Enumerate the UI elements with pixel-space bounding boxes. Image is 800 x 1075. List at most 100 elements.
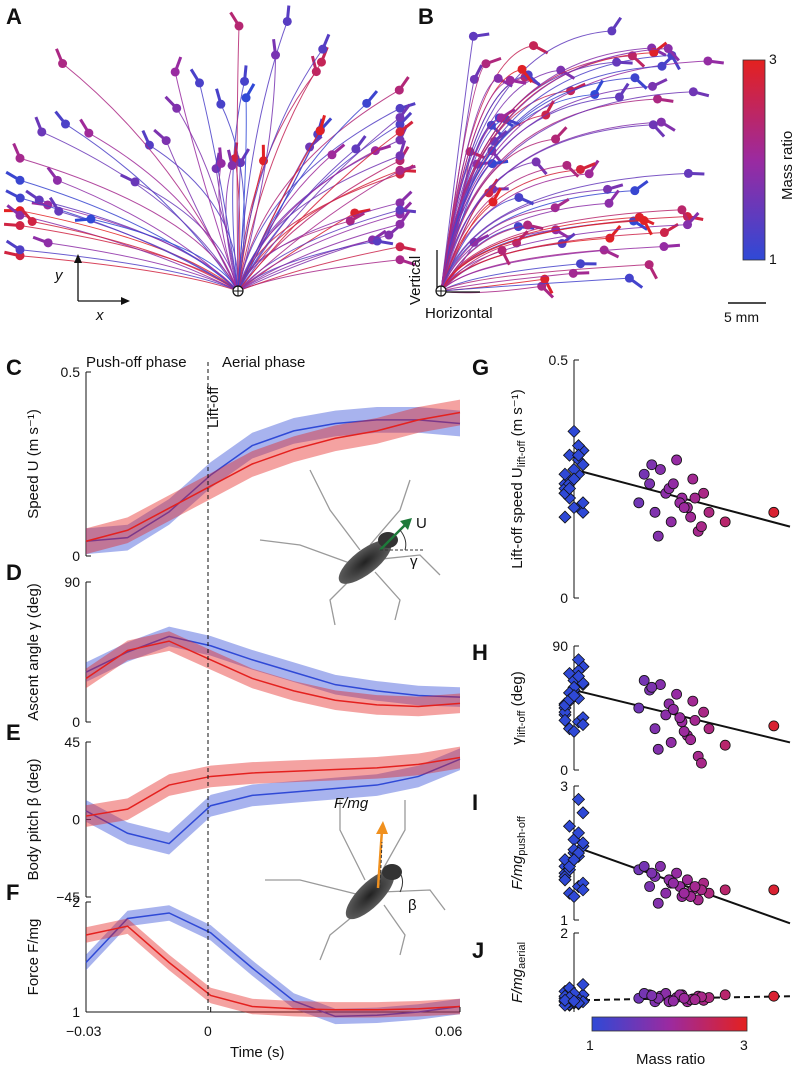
y-tick-label: 0.5 [549, 352, 569, 368]
trajectory-line [440, 124, 654, 292]
data-point-heavy [698, 706, 709, 718]
line-heavy [85, 640, 461, 708]
data-point-heavy [644, 881, 655, 892]
axis-label-y: y [54, 267, 64, 284]
data-point-light [576, 836, 590, 850]
data-point-light [558, 510, 572, 524]
data-point-heavy [655, 464, 666, 475]
trajectory-end-dot [514, 192, 524, 202]
trajectory-end-dot [683, 220, 693, 230]
colorbar-title: Mass ratio [779, 131, 796, 200]
data-point-heavy [655, 861, 666, 872]
data-point-heavy [698, 487, 709, 499]
trajectory-line [47, 204, 239, 292]
trajectory-end-dot [316, 57, 326, 67]
y-axis-label: F/mgpush-off [509, 815, 528, 890]
time-tick-start: −0.03 [66, 1023, 102, 1039]
time-series-panels: 0 0.5 Speed U (m s⁻¹) 0 90 Ascent angle γ (de… [25, 364, 461, 1025]
band-heavy [86, 399, 460, 555]
data-point-heavy [696, 521, 707, 532]
time-tick-end: 0.06 [435, 1023, 462, 1039]
trajectory-end-dot [487, 159, 497, 169]
trajectory-end-dot [568, 268, 578, 278]
trajectory-line [440, 190, 635, 292]
band-light [86, 748, 460, 855]
axes-indicator-top: y x [54, 254, 130, 324]
y-tick-label: 0.5 [61, 364, 81, 380]
trajectory-line [19, 179, 239, 292]
trajectory-end-dot [144, 140, 154, 150]
data-point-heavy [649, 506, 661, 518]
data-point-heavy [682, 874, 693, 886]
trajectory-end-dot [703, 56, 713, 66]
trajectory-end-dot [86, 214, 96, 224]
data-point-heavy [678, 726, 690, 737]
trajectory-line [236, 25, 240, 292]
trajectory-end-dot [576, 259, 586, 269]
y-tick-label: 3 [560, 778, 568, 794]
trajectory-line [149, 144, 239, 292]
panel-label-j: J [472, 938, 484, 963]
trajectory-end-dot [395, 127, 405, 137]
data-point-heavy [703, 506, 715, 518]
trajectory-end-dot [384, 230, 394, 240]
trajectory-end-dot [659, 228, 669, 238]
panel-label-g: G [472, 355, 489, 380]
trajectory-end-dot [216, 99, 226, 109]
trajectory-end-dot [395, 151, 405, 161]
trajectory-end-dot [648, 120, 658, 130]
colorbar-horizontal: 1 3 Mass ratio [586, 1016, 748, 1068]
data-point-light [567, 889, 581, 904]
trajectory-end-dot [604, 198, 614, 208]
trajectory-end-dot [649, 48, 659, 58]
trajectory-end-dot [15, 221, 25, 231]
trajectory-plot-top-view [3, 5, 417, 292]
data-point-light [576, 496, 590, 510]
y-tick-label: 90 [64, 574, 80, 590]
trajectory-line [440, 216, 640, 292]
colorbar-bottom-label: 1 [769, 251, 777, 267]
y-tick-label: −45 [56, 889, 80, 905]
trajectory-end-dot [395, 112, 405, 122]
trajectory-line [225, 165, 239, 292]
panel-j: 12F/mgaerial [509, 925, 791, 1012]
trajectory-end-dot [607, 26, 617, 36]
colorbar-left-label: 1 [586, 1037, 594, 1053]
data-point-light [562, 481, 577, 496]
data-point-heavy [689, 715, 701, 726]
panel-h: 0 90 γlift-off (deg) [509, 638, 791, 778]
trajectory-line [440, 161, 537, 292]
trajectory-end-dot [469, 74, 479, 84]
data-point-heavy [638, 861, 650, 872]
trajectory-line [237, 259, 401, 292]
panel-label-f: F [6, 880, 19, 905]
trajectory-line [237, 148, 357, 292]
data-point-light [567, 424, 581, 438]
trajectory-end-dot [395, 135, 405, 145]
trajectory-line [237, 102, 368, 292]
trajectory-end-dot [551, 134, 561, 144]
data-point-light [576, 977, 590, 992]
trajectory-end-dot [395, 242, 405, 252]
trajectory-end-dot [318, 44, 328, 54]
trajectory-end-dot [241, 93, 251, 103]
trajectory-end-dot [395, 166, 405, 176]
scale-bar-label: 5 mm [724, 309, 759, 325]
trajectory-line [237, 209, 401, 292]
data-point-heavy [768, 506, 780, 518]
trajectory-line [237, 223, 401, 292]
trajectory-end-dot [523, 220, 533, 230]
y-tick-label: 45 [64, 734, 80, 750]
data-point-heavy [638, 675, 650, 686]
trajectory-line [19, 214, 239, 292]
liftoff-label: Lift-off [205, 386, 222, 428]
panel-d: 0 90 Ascent angle γ (deg) [25, 574, 461, 730]
trajectory-end-dot [496, 113, 506, 123]
data-point-light [571, 653, 586, 667]
trajectory-line [440, 242, 517, 292]
trajectory-line [90, 218, 239, 292]
panel-label-h: H [472, 640, 488, 665]
data-point-heavy [768, 884, 780, 896]
trajectory-end-dot [468, 31, 478, 41]
trajectory-end-dot [605, 233, 615, 243]
